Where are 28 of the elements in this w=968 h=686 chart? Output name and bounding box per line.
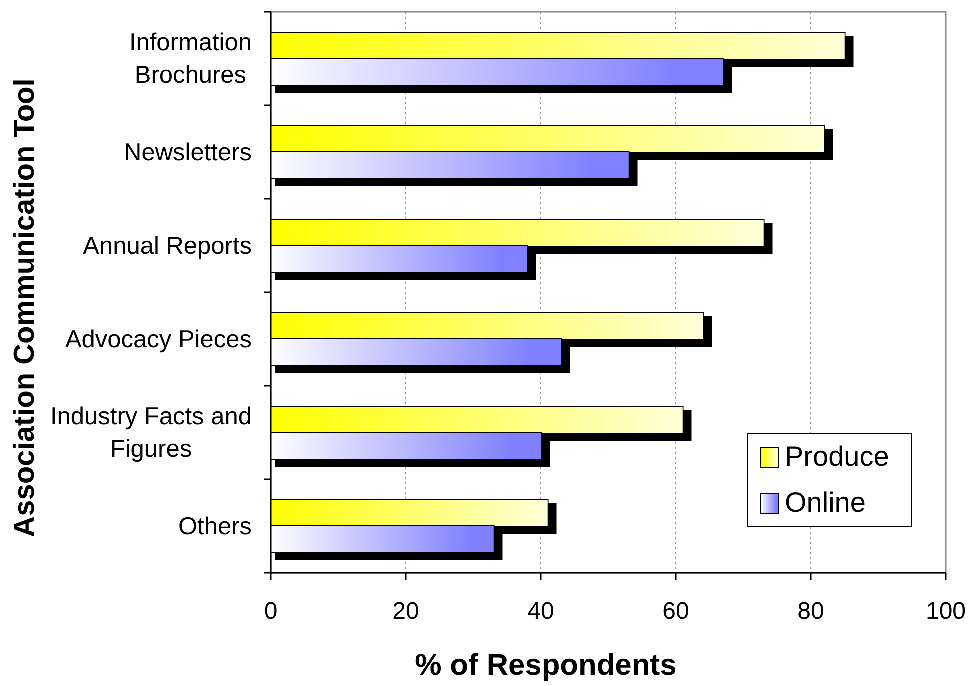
x-tick-label: 100 [926,598,966,626]
y-axis-title: Association Communication Tool [9,78,41,538]
x-tick-label: 20 [392,598,420,626]
bar [271,433,541,459]
legend-label: Produce [785,441,890,473]
y-tick-label: Industry Facts and Figures [50,402,252,463]
x-tick-label: 40 [528,598,554,626]
bar [271,246,528,272]
bar [271,33,845,59]
bar [271,500,548,526]
bar [271,526,494,552]
x-axis-title: % of Respondents [415,648,677,682]
x-tick-label: 80 [798,598,824,626]
y-tick-label: Information Brochures [129,28,252,89]
legend-label: Online [785,487,866,519]
x-tick-label: 0 [264,598,278,626]
bar [271,407,683,433]
y-tick-label: Annual Reports [83,232,252,260]
bar [271,126,824,152]
bar [271,220,764,246]
y-tick-label: Advocacy Pieces [65,326,252,353]
y-tick-label: Newsletters [124,138,252,166]
bar [271,340,562,366]
bar [271,152,629,178]
x-tick-label: 60 [662,598,690,626]
bar [271,59,724,85]
bar [271,314,703,340]
y-tick-label: Others [178,512,252,540]
